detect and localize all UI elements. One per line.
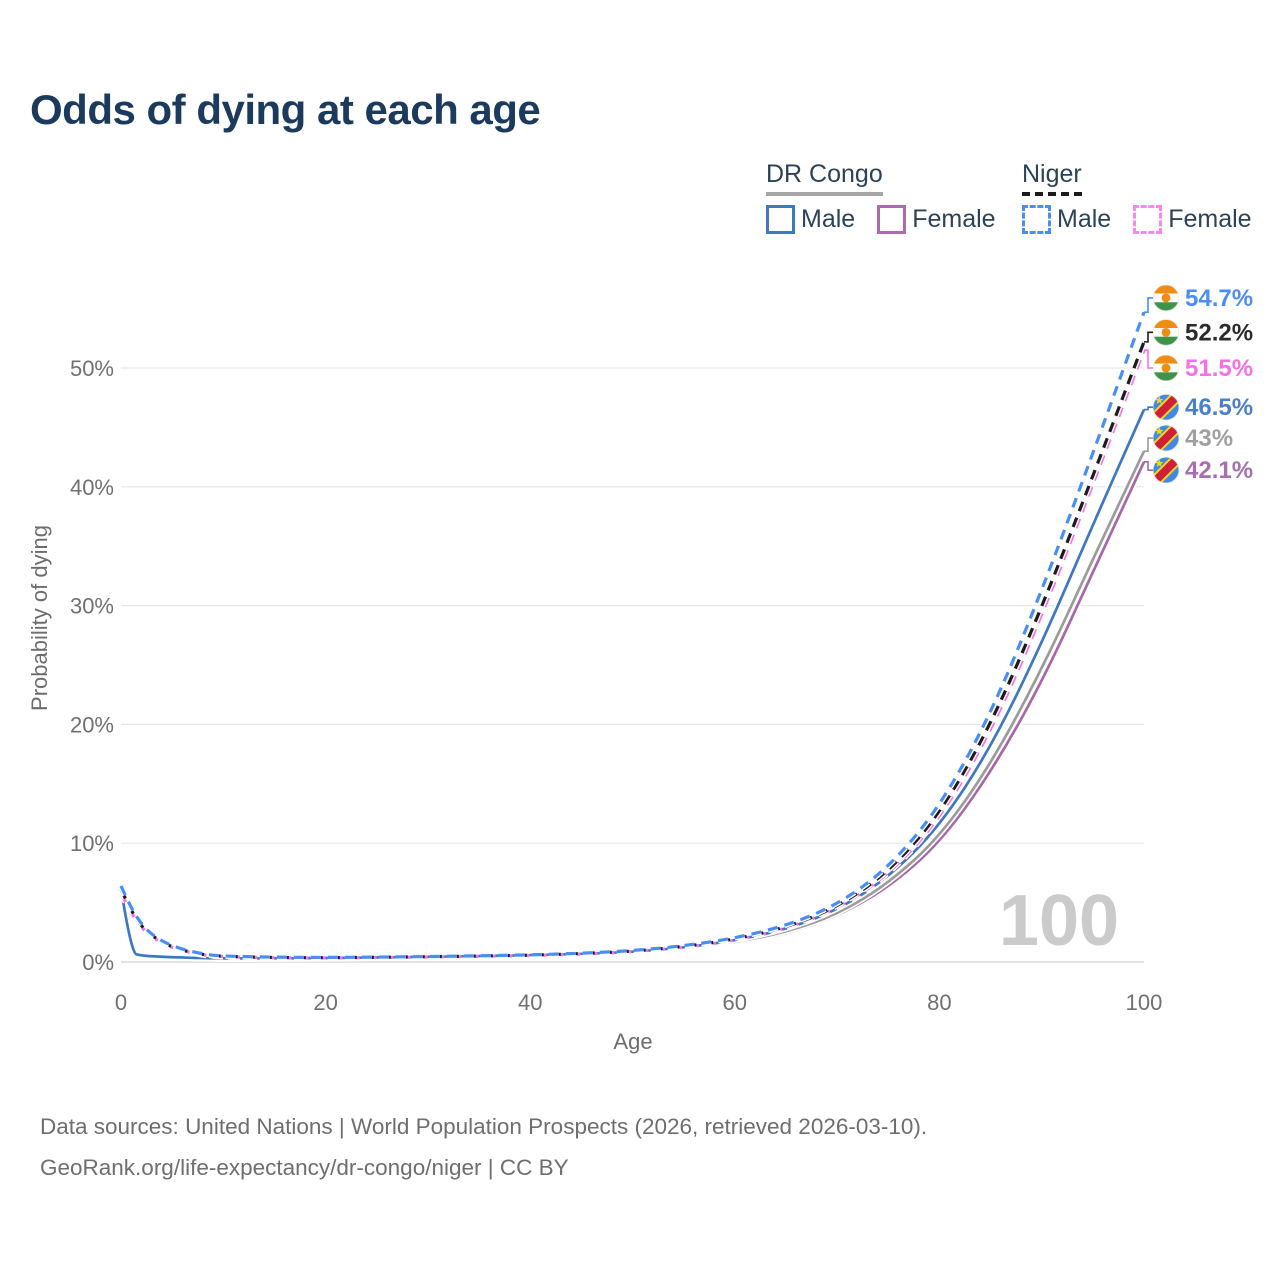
end-connector-drc-all [1144, 437, 1153, 452]
end-label-niger-male: 54.7% [1185, 285, 1253, 312]
legend-group-title-dr-congo[interactable]: DR Congo [766, 160, 883, 196]
series-line-niger-male [119, 311, 1146, 960]
y-axis-title: Probability of dying [27, 525, 52, 711]
x-tick-label-0: 0 [115, 990, 127, 1015]
age-watermark: 100 [999, 881, 1119, 961]
line-swatch-drc-male-icon [766, 205, 795, 234]
line-swatch-drc-female-icon [877, 205, 907, 234]
line-swatch-niger-female-icon [1133, 205, 1163, 234]
end-label-niger-female: 51.5% [1185, 355, 1253, 382]
x-tick-label-40: 40 [518, 990, 542, 1015]
x-axis-title: Age [613, 1029, 652, 1054]
y-tick-label-20: 20% [70, 712, 114, 737]
legend-item-label: Female [912, 205, 996, 233]
series-halo-niger-male [118, 311, 1147, 961]
end-connector-drc-male [1144, 406, 1153, 411]
series-halo-niger-female [118, 349, 1147, 961]
flag-icon-niger [1153, 319, 1179, 346]
x-tick-label-100: 100 [1126, 990, 1163, 1015]
series-line-drc-male [119, 409, 1146, 960]
y-tick-label-0: 0% [82, 950, 114, 975]
series-halo-niger-all [118, 340, 1147, 961]
legend-group-title-niger[interactable]: Niger [1022, 160, 1082, 196]
flag-icon-niger [1153, 355, 1179, 381]
end-connector-drc-female [1144, 461, 1153, 471]
legend-item-niger-female[interactable]: Female [1133, 205, 1252, 234]
footer: Data sources: United Nations | World Pop… [40, 1106, 927, 1188]
end-connector-niger-female [1144, 349, 1153, 369]
footer-data-sources: Data sources: United Nations | World Pop… [40, 1114, 928, 1139]
footer-attribution: GeoRank.org/life-expectancy/dr-congo/nig… [40, 1155, 569, 1180]
end-connector-niger-all [1144, 331, 1153, 343]
legend-item-niger-male[interactable]: Male [1022, 205, 1111, 234]
flag-icon-niger [1153, 284, 1179, 311]
end-label-drc-female: 42.1% [1185, 457, 1253, 484]
legend-item-label: Male [1057, 205, 1112, 233]
legend-group-niger: Niger Male Female [1022, 160, 1252, 234]
line-swatch-niger-male-icon [1022, 205, 1051, 234]
series-halo-drc-male [118, 408, 1147, 962]
x-tick-label-60: 60 [723, 990, 747, 1015]
page-title: Odds of dying at each age [30, 86, 541, 133]
end-label-drc-all: 43% [1185, 425, 1233, 452]
y-tick-label-40: 40% [70, 475, 114, 500]
y-tick-label-30: 30% [70, 594, 114, 619]
y-tick-label-50: 50% [70, 356, 114, 381]
x-tick-label-20: 20 [313, 990, 337, 1015]
legend-item-label: Male [801, 205, 856, 233]
x-tick-label-80: 80 [927, 990, 951, 1015]
series-line-niger-female [119, 349, 1146, 960]
legend-group-dr-congo: DR Congo Male Female [766, 160, 996, 234]
end-label-drc-male: 46.5% [1185, 394, 1253, 421]
legend-item-label: Female [1168, 205, 1252, 233]
end-connector-niger-male [1144, 297, 1153, 313]
y-tick-label-10: 10% [70, 831, 114, 856]
series-line-niger-all [119, 341, 1146, 960]
end-label-niger-all: 52.2% [1185, 319, 1253, 346]
legend-item-drc-male[interactable]: Male [766, 205, 855, 234]
legend-item-drc-female[interactable]: Female [877, 205, 996, 234]
